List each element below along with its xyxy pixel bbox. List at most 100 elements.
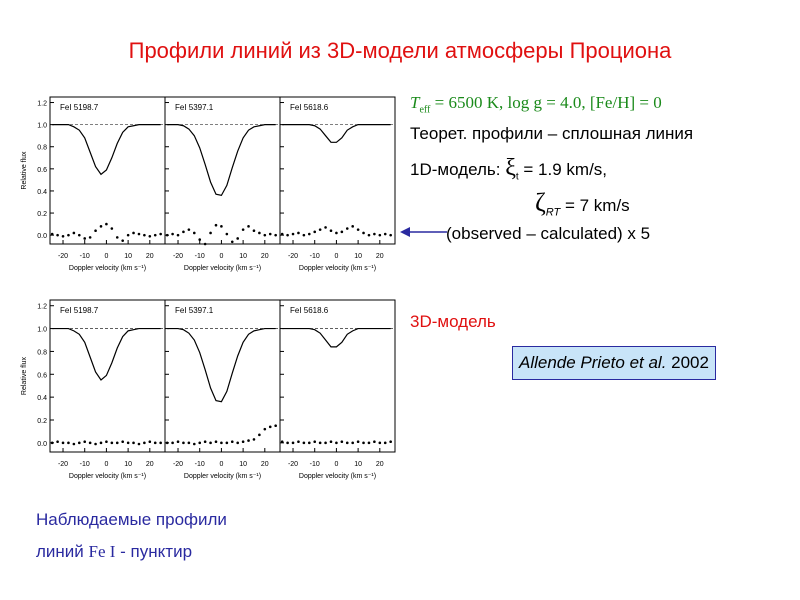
residual-point: [329, 229, 333, 233]
y-tick-label: 1.2: [37, 101, 47, 108]
residual-point: [165, 441, 169, 445]
residual-point: [198, 238, 202, 241]
profile-line: [167, 327, 276, 403]
x-tick-label: -20: [58, 461, 68, 468]
x-tick-label: -20: [173, 253, 183, 260]
plot-frame: [279, 299, 396, 453]
x-axis-label: Doppler velocity (km s⁻¹): [184, 265, 261, 272]
residual-point: [77, 441, 81, 445]
residual-point: [291, 232, 295, 236]
profile-line: [52, 124, 161, 176]
residual-point: [329, 440, 333, 444]
x-tick-label: -10: [310, 461, 320, 468]
residual-point: [192, 442, 196, 446]
x-tick-label: -10: [195, 253, 205, 260]
theory-note: Теорет. профили – сплошная линия: [410, 124, 694, 143]
residual-point: [203, 242, 207, 246]
residual-point: [313, 230, 317, 234]
residual-point: [241, 440, 245, 444]
x-tick-label: -10: [80, 253, 90, 260]
x-tick-label: -20: [58, 253, 68, 260]
residual-point: [263, 233, 267, 237]
residual-point: [176, 440, 180, 444]
residual-point: [187, 441, 191, 445]
residual-point: [252, 229, 256, 233]
residual-point: [110, 227, 114, 230]
residual-point: [72, 442, 76, 446]
residual-point: [132, 231, 135, 235]
x-tick-label: -20: [288, 253, 298, 260]
residual-point: [383, 232, 387, 236]
x-tick-label: 10: [124, 461, 132, 468]
residual-point: [263, 427, 267, 431]
plot-frame: [49, 299, 166, 453]
profile-line: [52, 327, 161, 381]
residual-point: [83, 440, 87, 444]
residual-point: [165, 233, 169, 237]
residual-point: [99, 441, 103, 445]
y-axis-label: Relative flux: [21, 356, 28, 395]
residual-point: [50, 441, 54, 445]
teff-sub: eff: [419, 104, 431, 116]
x-tick-label: 10: [239, 461, 247, 468]
residual-point: [307, 232, 311, 236]
y-tick-label: 1.0: [37, 123, 47, 130]
residual-point: [88, 441, 92, 445]
y-tick-label: 0.8: [37, 349, 47, 356]
x-tick-label: 20: [146, 253, 154, 260]
residual-point: [362, 231, 365, 235]
residual-point: [192, 231, 196, 235]
y-tick-label: 0.2: [37, 418, 47, 425]
residual-point: [335, 441, 338, 445]
residual-point: [61, 441, 65, 445]
residual-point: [340, 440, 344, 444]
x-axis-label: Doppler velocity (km s⁻¹): [69, 473, 146, 480]
x-tick-label: 20: [376, 253, 384, 260]
y-tick-label: 0.6: [37, 372, 47, 379]
residual-point: [105, 440, 108, 444]
residual-point: [230, 440, 234, 444]
x-tick-label: 10: [354, 461, 362, 468]
residual-point: [373, 440, 376, 444]
xi-value: = 1.9 km/s,: [518, 160, 608, 179]
residual-point: [171, 441, 174, 445]
xi-sub: t: [515, 171, 519, 183]
residual-point: [241, 228, 245, 231]
x-tick-label: 0: [334, 253, 338, 260]
y-tick-label: 0.0: [37, 441, 47, 448]
residual-point: [302, 233, 306, 237]
model1d: 1D-модель: ξt = 1.9 km/s,: [410, 155, 607, 182]
residual-point: [220, 441, 223, 445]
footer-a: линий: [36, 542, 89, 561]
footer-c: - пунктир: [115, 542, 193, 561]
y-tick-label: 0.4: [37, 189, 47, 196]
residual-point: [378, 441, 382, 445]
x-tick-label: 0: [334, 461, 338, 468]
residual-note: (observed – calculated) x 5: [446, 224, 651, 243]
residual-point: [209, 231, 212, 235]
residual-point: [110, 441, 114, 445]
residual-point: [72, 231, 76, 235]
residual-point: [105, 222, 108, 226]
params: Teff = 6500 K, log g = 4.0, [Fe/H] = 0: [410, 93, 662, 115]
x-tick-label: 20: [146, 461, 154, 468]
residual-point: [274, 233, 277, 237]
residual-point: [268, 232, 272, 236]
x-axis-label: Doppler velocity (km s⁻¹): [299, 265, 376, 272]
plot-frame: [49, 96, 166, 245]
residual-point: [126, 441, 130, 445]
residual-point: [148, 440, 152, 444]
residual-point: [280, 232, 284, 236]
y-tick-label: 1.2: [37, 304, 47, 311]
residual-point: [225, 441, 229, 445]
x-tick-label: 20: [376, 461, 384, 468]
title: Профили линий из 3D-модели атмосферы Про…: [128, 38, 672, 63]
residual-point: [176, 233, 180, 237]
residual-point: [198, 441, 202, 445]
footer-fe: Fe I: [88, 542, 116, 561]
y-axis-label: Relative flux: [21, 151, 28, 190]
plot-frame: [279, 96, 396, 245]
zeta: ζRT = 7 km/s: [535, 188, 630, 218]
residual-point: [307, 441, 311, 445]
